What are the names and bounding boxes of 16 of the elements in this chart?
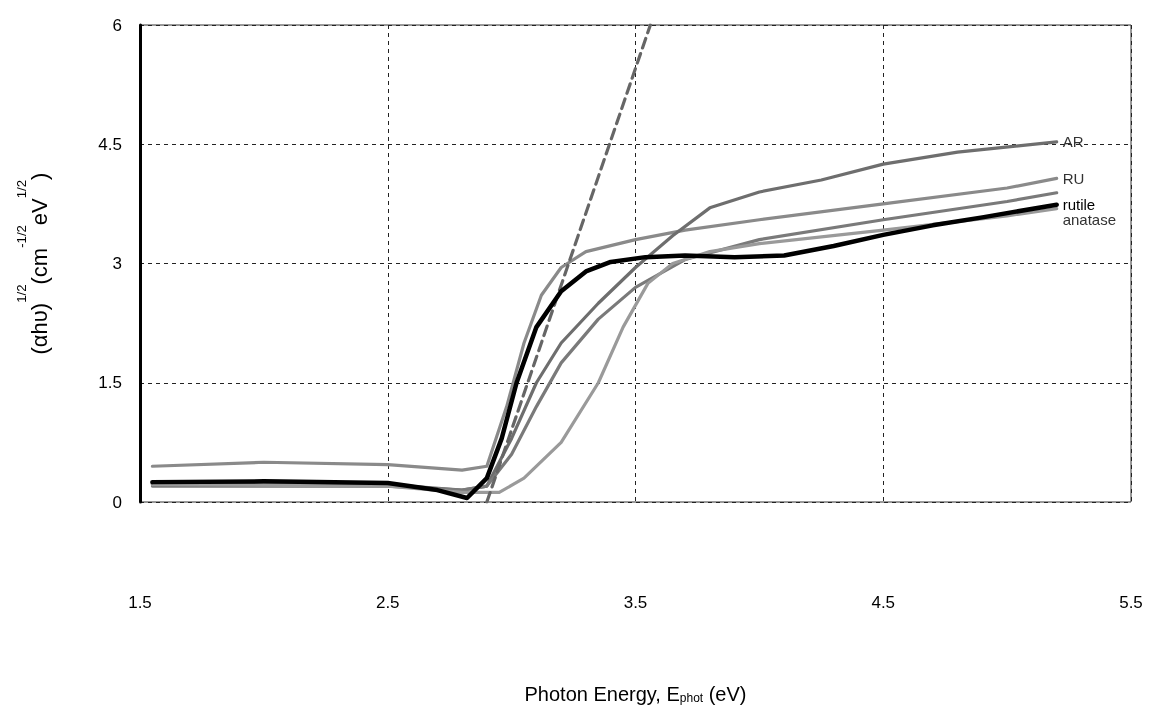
series-label: RU — [1062, 169, 1085, 187]
series-label: rutile — [1062, 196, 1096, 214]
series-label: AR — [1062, 133, 1084, 151]
x-tick-label: 3.5 — [623, 593, 648, 612]
y-tick-label: 0 — [112, 492, 122, 512]
y-tick-label: 1.5 — [98, 373, 122, 393]
x-tick-label: 2.5 — [375, 593, 400, 612]
y-axis-title: (αhυ)1/2(cm-1/2eV1/2) — [13, 172, 52, 355]
y-tick-label: 3 — [112, 254, 122, 273]
x-tick-label: 1.5 — [128, 593, 152, 612]
x-axis-title: Photon Energy, Ephot (eV) — [524, 683, 747, 705]
y-tick-label: 6 — [112, 15, 122, 35]
series-label: anatase — [1062, 211, 1117, 229]
x-tick-label: 4.5 — [871, 593, 896, 612]
y-tick-label: 4.5 — [98, 134, 122, 154]
x-tick-label: 5.5 — [1119, 593, 1143, 612]
